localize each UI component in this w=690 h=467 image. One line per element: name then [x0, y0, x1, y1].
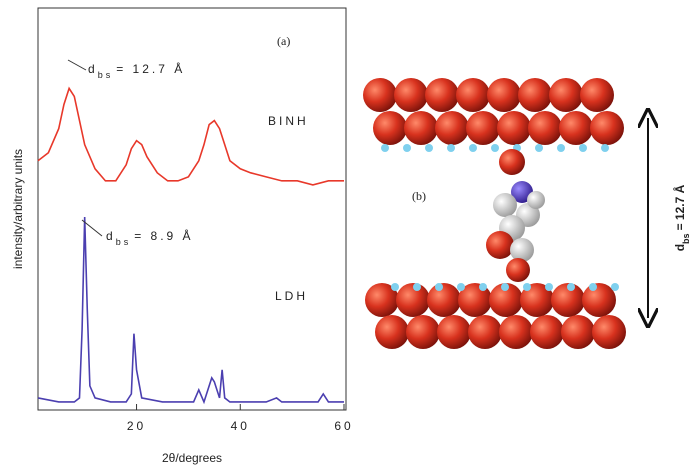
atom: [535, 144, 543, 152]
molecular-model: [363, 78, 626, 349]
atom: [582, 283, 616, 317]
atom: [486, 231, 514, 259]
atom: [592, 315, 626, 349]
annotation-subscript: bs: [98, 70, 114, 80]
x-tick-label: 60: [334, 419, 353, 433]
annotation-text: = 12.7 Å: [116, 61, 185, 76]
atom: [403, 144, 411, 152]
atom: [381, 144, 389, 152]
atom: [435, 111, 469, 145]
atom: [437, 315, 471, 349]
annotation-symbol: d: [88, 62, 98, 76]
annotation-symbol: d: [106, 229, 116, 243]
atom: [425, 144, 433, 152]
atom: [528, 111, 562, 145]
atom: [590, 111, 624, 145]
figure: 20 40 60 2θ/degrees intensity/arbitrary unit…: [0, 0, 690, 467]
annotation: (b): [412, 189, 426, 203]
atom: [425, 78, 459, 112]
annotation-symbol: d: [673, 244, 687, 251]
atom: [396, 283, 430, 317]
atom: [601, 144, 609, 152]
atom: [497, 111, 531, 145]
atom: [530, 315, 564, 349]
x-axis-label: 2θ/degrees: [162, 451, 222, 465]
atom: [549, 78, 583, 112]
atom: [501, 283, 509, 291]
pointer: [68, 60, 86, 70]
atom: [589, 283, 597, 291]
atom: [510, 238, 534, 262]
data-line: [38, 217, 344, 402]
annotation-subscript: bs: [681, 233, 690, 244]
atom: [435, 283, 443, 291]
atom: [394, 78, 428, 112]
atom: [506, 258, 530, 282]
atom: [499, 315, 533, 349]
atom: [375, 315, 409, 349]
atom: [579, 144, 587, 152]
data-line: [38, 88, 344, 184]
annotation: dbs= 12.7 Å: [88, 61, 185, 80]
series-label: LDH: [275, 289, 308, 303]
atom: [561, 315, 595, 349]
atom: [457, 283, 465, 291]
atom: [468, 315, 502, 349]
annotation: (a): [277, 34, 290, 48]
x-tick-label: 20: [127, 419, 146, 433]
atom: [527, 191, 545, 209]
atom: [493, 193, 517, 217]
atom: [611, 283, 619, 291]
atom: [580, 78, 614, 112]
atom: [466, 111, 500, 145]
x-tick-label: 40: [231, 419, 250, 433]
atom: [567, 283, 575, 291]
atom: [391, 283, 399, 291]
atom: [487, 78, 521, 112]
atom: [469, 144, 477, 152]
atom: [413, 283, 421, 291]
annotation-text: = 8.9 Å: [134, 228, 193, 243]
atom: [427, 283, 461, 317]
atom: [518, 78, 552, 112]
atom: [363, 78, 397, 112]
atom: [523, 283, 531, 291]
annotation-subscript: bs: [116, 237, 132, 247]
annotation-text: = 12.7 Å: [672, 184, 687, 230]
series-label: BINH: [268, 114, 309, 128]
y-axis-label: intensity/arbitrary units: [11, 149, 25, 269]
atom: [447, 144, 455, 152]
atom: [499, 149, 525, 175]
plot-frame: [38, 8, 346, 410]
atom: [545, 283, 553, 291]
atom: [406, 315, 440, 349]
atom: [456, 78, 490, 112]
atom: [559, 111, 593, 145]
atom: [373, 111, 407, 145]
atom: [479, 283, 487, 291]
annotation: dbs = 12.7 Å: [672, 184, 690, 251]
atom: [404, 111, 438, 145]
atom: [491, 144, 499, 152]
annotation: dbs= 8.9 Å: [106, 228, 194, 247]
atom: [557, 144, 565, 152]
